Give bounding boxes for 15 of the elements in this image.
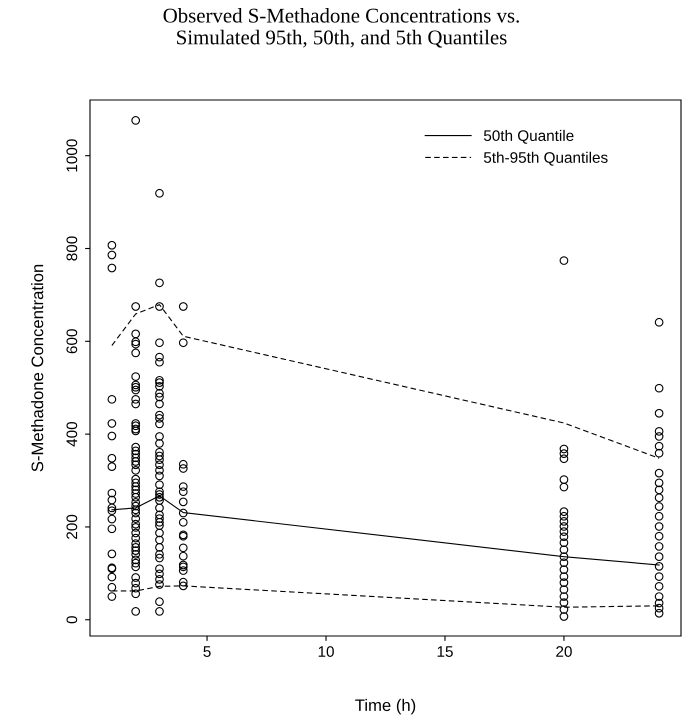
y-tick-label: 0 — [66, 616, 78, 624]
x-tick-label: 15 — [438, 646, 453, 657]
x-tick-label: 10 — [318, 646, 334, 657]
y-tick-label: 1000 — [66, 139, 78, 172]
legend-label: 5th-95th Quantiles — [484, 152, 608, 166]
x-tick-label: 20 — [556, 646, 572, 657]
chart-title: Observed S-Methadone Concentrations vs. Simulated 95th, 50th, and 5th Quantiles — [164, 8, 519, 48]
x-tick-label: 5 — [203, 646, 211, 657]
y-tick-label: 200 — [66, 514, 78, 539]
x-axis-title: Time (h) — [355, 698, 416, 714]
legend-label: 50th Quantile — [484, 130, 574, 144]
y-tick-label: 400 — [66, 422, 78, 447]
y-axis-title: S-Methadone Concentration — [31, 264, 44, 472]
y-tick-label: 600 — [66, 329, 78, 354]
y-tick-label: 800 — [66, 236, 78, 261]
